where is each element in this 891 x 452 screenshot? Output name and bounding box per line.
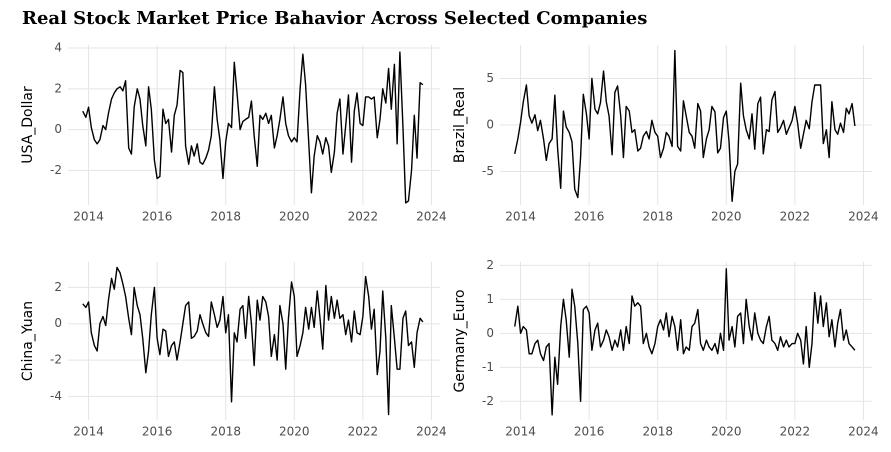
x-tick-label: 2014 (505, 210, 536, 224)
y-tick-label: -1 (482, 360, 494, 374)
y-tick-label: 5 (486, 71, 494, 85)
panel: 2014 2016 2018 2020 2022 2024 -4 -2 0 2 China_Yuan (20, 262, 447, 439)
panel: 2014 2016 2018 2020 2022 2024 -5 0 5 Brazil_Real (452, 45, 879, 224)
y-tick-label: 0 (486, 326, 494, 340)
x-tick-label: 2024 (416, 425, 447, 439)
x-tick-label: 2018 (642, 425, 673, 439)
y-tick-label: -5 (482, 164, 494, 178)
x-tick-label: 2014 (505, 425, 536, 439)
x-tick-label: 2014 (73, 425, 104, 439)
y-tick-label: -2 (482, 394, 494, 408)
y-axis-label: Germany_Euro (452, 289, 468, 392)
y-tick-label: 2 (486, 258, 494, 272)
y-tick-label: -2 (50, 353, 62, 367)
x-tick-label: 2016 (574, 425, 605, 439)
x-tick-label: 2018 (210, 210, 241, 224)
x-tick-label: 2014 (73, 210, 104, 224)
y-axis-label: USA_Dollar (20, 86, 36, 164)
y-tick-label: 2 (54, 280, 62, 294)
y-tick-label: -4 (50, 389, 62, 403)
x-tick-label: 2022 (780, 425, 811, 439)
panel: 2014 2016 2018 2020 2022 2024 -2 -1 0 1 2 Germany_E… (452, 258, 879, 439)
line-series (514, 49, 856, 202)
x-tick-label: 2016 (142, 425, 173, 439)
y-tick-label: 0 (486, 118, 494, 132)
line-series (82, 266, 424, 416)
y-tick-label: -2 (50, 163, 62, 177)
line-series (514, 268, 856, 416)
y-axis-label: China_Yuan (20, 301, 36, 381)
x-tick-label: 2024 (848, 425, 879, 439)
x-tick-label: 2020 (279, 425, 310, 439)
chart-title: Real Stock Market Price Bahavior Across … (22, 8, 647, 29)
x-tick-label: 2024 (848, 210, 879, 224)
x-tick-label: 2020 (711, 210, 742, 224)
x-tick-label: 2018 (210, 425, 241, 439)
y-axis-label: Brazil_Real (452, 87, 468, 163)
y-tick-label: 2 (54, 81, 62, 95)
panel: 2014 2016 2018 2020 2022 2024 -2 0 2 4 USA_Dollar (20, 41, 447, 224)
y-tick-label: 0 (54, 122, 62, 136)
x-tick-label: 2020 (711, 425, 742, 439)
x-tick-label: 2022 (348, 210, 379, 224)
x-tick-label: 2016 (142, 210, 173, 224)
y-tick-label: 0 (54, 316, 62, 330)
x-tick-label: 2016 (574, 210, 605, 224)
line-series (82, 51, 424, 204)
x-tick-label: 2018 (642, 210, 673, 224)
x-tick-label: 2020 (279, 210, 310, 224)
x-tick-label: 2024 (416, 210, 447, 224)
x-tick-label: 2022 (780, 210, 811, 224)
x-tick-label: 2022 (348, 425, 379, 439)
y-tick-label: 4 (54, 41, 62, 55)
y-tick-label: 1 (486, 292, 494, 306)
